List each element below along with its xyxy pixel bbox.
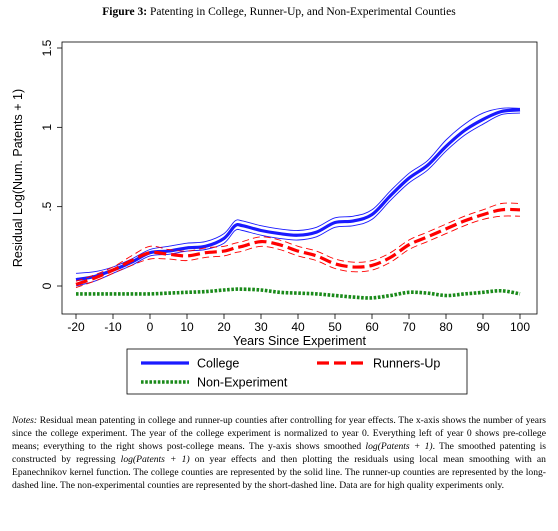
x-tick-label: 80 xyxy=(439,320,453,334)
x-tick-label: 60 xyxy=(365,320,379,334)
axes: 0 .5 1 1.5 -20 -10 0 10 20 30 40 50 60 70 80 90 100 Years… xyxy=(11,39,530,348)
figure-label: Figure 3: xyxy=(102,6,148,18)
x-tick-label: 20 xyxy=(217,320,231,334)
y-tick-label: 1.5 xyxy=(40,39,54,56)
x-tick-label: -20 xyxy=(67,320,85,334)
notes-math-2: log(Patents + 1) xyxy=(120,454,190,465)
x-tick-label: 100 xyxy=(510,320,530,334)
notes-text-3: on year effects and then plotting the re… xyxy=(12,454,546,491)
y-tick-label: 1 xyxy=(40,124,54,131)
series-college-ci-upper xyxy=(75,107,521,274)
notes-text-1: Residual mean patenting in college and r… xyxy=(12,415,546,452)
x-tick-label: 40 xyxy=(291,320,305,334)
y-tick-label: .5 xyxy=(40,201,54,211)
legend-label-non-experiment: Non-Experiment xyxy=(197,376,288,390)
plot-frame xyxy=(61,41,538,315)
x-axis-label: Years Since Experiment xyxy=(233,334,366,348)
series-college-ci-lower xyxy=(75,112,521,287)
legend: College Runners-Up Non-Experiment xyxy=(126,348,468,395)
x-tick-label: -10 xyxy=(104,320,122,334)
legend-label-runners-up: Runners-Up xyxy=(373,357,440,371)
notes-label: Notes: xyxy=(12,415,38,426)
series-college-line xyxy=(75,108,521,282)
notes-text-2: . The smoothed patenting is constructed … xyxy=(12,441,546,465)
figure-notes: Notes: Residual mean patenting in colleg… xyxy=(12,414,546,492)
series-runners-up-ci-lower xyxy=(75,215,521,289)
legend-label-college: College xyxy=(197,357,239,371)
figure-title-text: Patenting in College, Runner-Up, and Non… xyxy=(149,6,456,18)
series-runners-up-ci-upper xyxy=(75,202,521,282)
chart: 0 .5 1 1.5 -20 -10 0 10 20 30 40 50 60 70 80 90 100 Years… xyxy=(11,39,538,395)
x-tick-label: 90 xyxy=(476,320,490,334)
y-tick-label: 0 xyxy=(40,282,54,289)
notes-math-1: log(Patents + 1) xyxy=(365,441,433,452)
figure-title: Figure 3: Patenting in College, Runner-U… xyxy=(0,6,558,18)
x-tick-label: 50 xyxy=(328,320,342,334)
series-layer xyxy=(75,107,521,300)
series-runners-up-line xyxy=(75,207,521,286)
y-axis-label: Residual Log(Num. Patents + 1) xyxy=(11,89,25,267)
plot-area xyxy=(61,41,538,315)
x-tick-label: 70 xyxy=(402,320,416,334)
x-tick-label: 0 xyxy=(147,320,154,334)
x-tick-label: 30 xyxy=(254,320,268,334)
x-tick-label: 10 xyxy=(180,320,194,334)
legend-box xyxy=(126,348,468,395)
